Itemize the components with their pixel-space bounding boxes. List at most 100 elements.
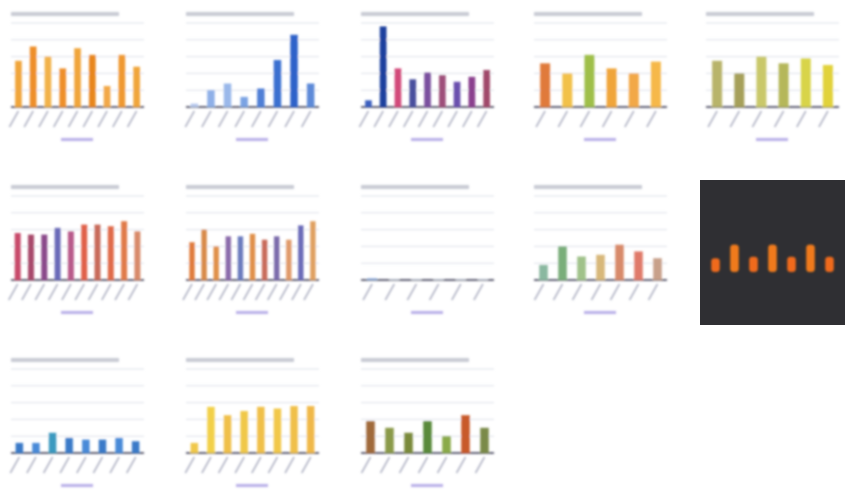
bar	[189, 242, 195, 280]
tick-label-scribble	[447, 110, 458, 128]
bar	[131, 441, 140, 453]
tick-label-scribble	[590, 283, 602, 301]
tick-label-scribble	[473, 283, 484, 301]
bar	[98, 439, 107, 453]
legend-scribble	[584, 138, 616, 141]
bar	[558, 246, 567, 280]
tick-label-scribble	[535, 110, 546, 128]
tick-label-scribble	[182, 283, 193, 301]
thumbnail-title-scribble	[361, 12, 469, 16]
bar	[306, 83, 315, 107]
thumbnail	[180, 180, 325, 325]
bar	[107, 226, 114, 280]
bar	[118, 54, 126, 107]
tick-label-scribble	[217, 110, 229, 128]
thumbnail-background	[528, 7, 673, 152]
tick-label-scribble	[373, 110, 384, 128]
tick-label-scribble	[417, 456, 429, 474]
bar	[261, 239, 268, 280]
tick-label-scribble	[267, 456, 279, 474]
bar	[15, 442, 24, 453]
bar	[41, 234, 48, 280]
tick-label-scribble	[184, 456, 195, 474]
tick-label-scribble	[76, 456, 87, 474]
bar-chart-thumbnail	[355, 7, 500, 152]
tick-label-scribble	[42, 456, 54, 474]
tick-label-scribble	[61, 283, 72, 301]
tick-label-scribble	[406, 283, 418, 301]
bar	[59, 68, 67, 107]
bar	[273, 408, 282, 453]
bar	[366, 421, 375, 453]
bar	[89, 54, 96, 107]
tick-label-scribble	[818, 110, 829, 128]
bar	[787, 256, 796, 272]
bar	[424, 72, 431, 107]
bar	[468, 76, 476, 107]
bar	[540, 63, 551, 107]
tick-label-scribble	[217, 456, 229, 474]
bar	[411, 279, 422, 280]
tick-label-scribble	[234, 456, 245, 474]
tick-label-scribble	[267, 283, 278, 301]
bar	[257, 406, 265, 453]
tick-label-scribble	[432, 110, 443, 128]
tick-label-scribble	[624, 110, 635, 128]
bar	[806, 244, 815, 272]
tick-label-scribble	[362, 283, 373, 301]
bar	[606, 68, 617, 107]
thumbnail-title-scribble	[186, 358, 294, 362]
tick-label-scribble	[773, 110, 785, 128]
legend-scribble	[411, 311, 443, 314]
bar	[483, 70, 490, 107]
bar	[274, 236, 280, 280]
bar	[394, 68, 402, 107]
bar	[273, 60, 282, 107]
bar	[756, 56, 767, 107]
bar-chart-thumbnail	[355, 180, 500, 325]
bar	[433, 279, 444, 280]
tick-label-scribble	[8, 110, 20, 128]
bar	[74, 48, 81, 107]
bar	[44, 56, 52, 107]
bar	[81, 224, 88, 280]
bar-chart-thumbnail	[180, 180, 325, 325]
bar-chart-thumbnail	[528, 180, 673, 325]
tick-label-scribble	[201, 456, 212, 474]
tick-label-scribble	[127, 283, 139, 301]
bar-chart-thumbnail	[700, 180, 845, 325]
tick-label-scribble	[417, 110, 429, 128]
tick-label-scribble	[628, 283, 640, 301]
bar	[115, 437, 123, 453]
tick-label-scribble	[38, 110, 49, 128]
thumbnail-background	[180, 353, 325, 498]
tick-label-scribble	[279, 283, 290, 301]
bar	[28, 234, 34, 280]
tick-label-scribble	[34, 283, 45, 301]
tick-label-scribble	[97, 110, 108, 128]
tick-label-scribble	[609, 283, 621, 301]
tick-label-scribble	[184, 110, 195, 128]
bar	[257, 88, 265, 107]
tick-label-scribble	[9, 456, 20, 474]
legend-scribble	[61, 138, 93, 141]
bar	[103, 86, 111, 107]
bar	[298, 225, 304, 280]
thumbnail-title-scribble	[186, 12, 294, 16]
tick-label-scribble	[303, 283, 314, 301]
bar	[734, 73, 745, 107]
bar	[577, 256, 586, 280]
tick-label-scribble	[571, 283, 583, 301]
bar	[223, 83, 232, 107]
legend-scribble	[584, 311, 616, 314]
bar	[32, 442, 40, 453]
tick-label-scribble	[552, 283, 564, 301]
bar	[207, 90, 215, 107]
bar	[825, 256, 834, 272]
thumbnail	[5, 180, 150, 325]
bar	[54, 227, 61, 280]
bar-chart-thumbnail	[5, 353, 150, 498]
tick-label-scribble	[8, 283, 19, 301]
bar	[778, 63, 789, 107]
tick-label-scribble	[92, 456, 104, 474]
